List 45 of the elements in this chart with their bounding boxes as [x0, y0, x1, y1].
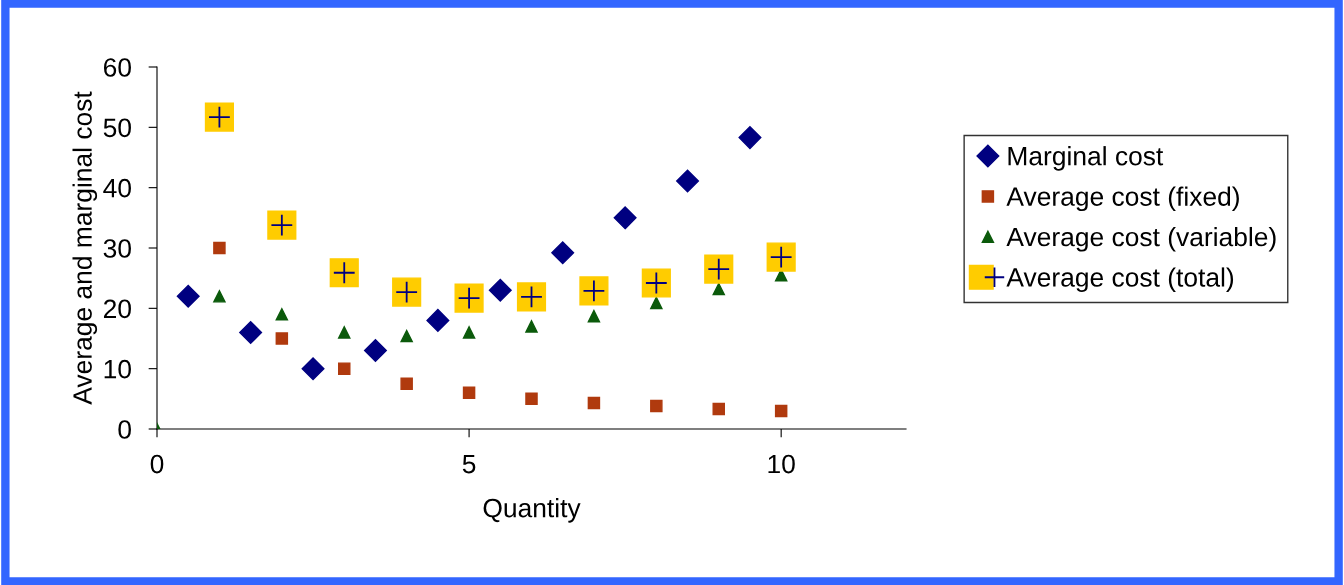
point — [363, 339, 387, 363]
legend-label: Marginal cost — [1008, 146, 1164, 171]
point — [337, 326, 351, 339]
y-tick-label: 10 — [104, 359, 131, 379]
x-tick-label: 10 — [768, 454, 795, 474]
point — [613, 206, 637, 230]
point — [525, 320, 538, 333]
point — [488, 278, 512, 302]
legend-label: Average cost (total) — [1006, 267, 1234, 292]
point — [275, 332, 289, 345]
point — [426, 308, 450, 332]
point — [551, 241, 575, 265]
point — [712, 282, 726, 296]
y-tick-label: 40 — [103, 178, 131, 198]
legend-label: Average cost (fixed) — [1006, 186, 1239, 212]
y-axis-title: Average and marginal cost — [72, 91, 98, 405]
point — [587, 396, 601, 410]
point — [275, 308, 289, 321]
point — [337, 362, 351, 375]
point — [650, 399, 663, 413]
point — [650, 296, 663, 310]
point — [213, 290, 226, 303]
x-tick-label: 5 — [462, 454, 476, 474]
y-tick-label: 20 — [103, 299, 131, 319]
x-tick-label: 0 — [150, 454, 164, 474]
point — [712, 402, 726, 416]
point — [462, 326, 476, 339]
point — [587, 309, 601, 323]
y-tick-label: 0 — [118, 420, 131, 439]
point — [525, 392, 538, 406]
point — [774, 404, 788, 418]
point — [400, 329, 413, 343]
point — [301, 357, 325, 381]
point — [213, 241, 226, 255]
point — [239, 320, 263, 344]
y-tick-label: 30 — [103, 239, 131, 258]
point — [400, 377, 413, 391]
point — [676, 169, 700, 193]
point — [462, 386, 476, 400]
point — [738, 126, 762, 150]
legend-label: Average cost (variable) — [1006, 226, 1276, 252]
y-tick-label: 50 — [103, 118, 131, 138]
x-axis-title: Quantity — [483, 498, 581, 523]
point — [176, 284, 200, 308]
y-tick-label: 60 — [103, 58, 131, 77]
